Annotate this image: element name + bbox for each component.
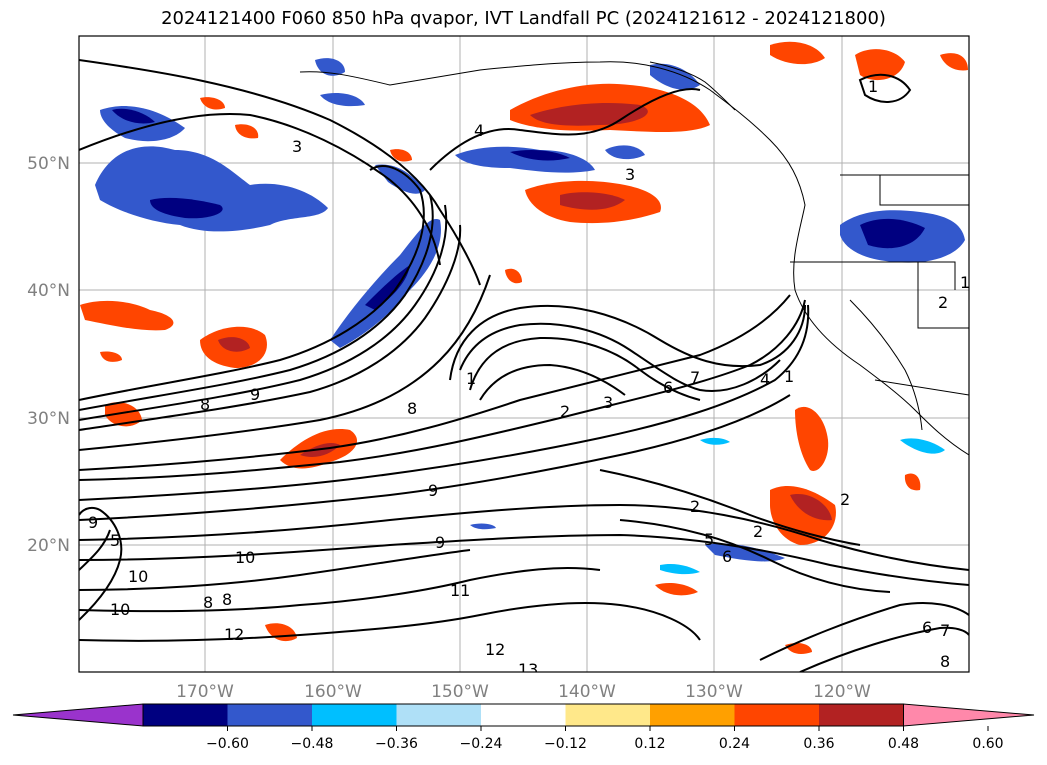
blob-central-band [330, 219, 441, 348]
contour-label: 7 [690, 368, 700, 387]
contour-labels: 3 4 3 1 8 9 8 1 2 3 6 7 4 1 9 9 2 2 5 6 … [88, 77, 970, 679]
lon-label-170w: 170°W [176, 682, 234, 702]
colorbar-extend-low [12, 703, 144, 727]
plot-frame [78, 35, 970, 673]
lat-label-20n: 20°N [27, 536, 70, 556]
colorbar-outline [142, 703, 904, 727]
colorbar-segment [143, 704, 228, 726]
contour-label: 13 [518, 660, 538, 679]
contour-label: 8 [200, 395, 210, 414]
contour-label: 4 [760, 370, 770, 389]
contour-label: 6 [663, 378, 673, 397]
contour-label: 3 [292, 137, 302, 156]
colorbar-tick-label: 0.60 [972, 736, 1003, 752]
lon-label-160w: 160°W [304, 682, 362, 702]
colorbar-segment [396, 704, 481, 726]
contour-label: 10 [128, 567, 148, 586]
contour-label: 9 [250, 385, 260, 404]
colorbar-segment [312, 704, 397, 726]
colorbar-extend-high [903, 703, 1035, 727]
colorbar-segment [565, 704, 650, 726]
contour-label: 1 [868, 77, 878, 96]
colorbar-tick-label: −0.60 [206, 736, 249, 752]
contour-label: 3 [603, 393, 613, 412]
contour-label: 2 [938, 293, 948, 312]
contour-label: 5 [110, 531, 120, 550]
contour-label: 8 [407, 399, 417, 418]
lat-label-30n: 30°N [27, 409, 70, 429]
contour-label: 6 [922, 618, 932, 637]
colorbar-tick-label: 0.36 [803, 736, 834, 752]
lon-label-130w: 130°W [685, 682, 743, 702]
colorbar-tick-label: −0.48 [291, 736, 334, 752]
contour-label: 3 [625, 165, 635, 184]
colorbar-segment [650, 704, 735, 726]
contour-label: 11 [450, 581, 470, 600]
contour-label: 8 [203, 593, 213, 612]
contour-label: 1 [784, 367, 794, 386]
latitude-labels: 50°N 40°N 30°N 20°N [27, 154, 70, 556]
contour-label: 1 [466, 369, 476, 388]
lon-label-150w: 150°W [431, 682, 489, 702]
contour-label: 9 [428, 481, 438, 500]
colorbar-tick-label: −0.36 [375, 736, 418, 752]
colorbar-segment [734, 704, 819, 726]
contour-label: 9 [435, 533, 445, 552]
lat-label-50n: 50°N [27, 154, 70, 174]
lon-label-120w: 120°W [813, 682, 871, 702]
longitude-labels: 170°W 160°W 150°W 140°W 130°W 120°W [176, 682, 871, 702]
contour-label: 2 [690, 497, 700, 516]
coastlines [299, 61, 969, 456]
colorbar-tick-label: 0.48 [888, 736, 919, 752]
contour-label: 6 [722, 547, 732, 566]
contour-label: 2 [840, 490, 850, 509]
contour-label: 8 [222, 590, 232, 609]
contour-label: 12 [485, 640, 505, 659]
lat-label-40n: 40°N [27, 281, 70, 301]
contour-label: 9 [88, 513, 98, 532]
contour-label: 2 [753, 522, 763, 541]
colorbar-tick-label: 0.24 [719, 736, 750, 752]
contour-label: 10 [110, 600, 130, 619]
colorbar-tick-label: 0.12 [634, 736, 665, 752]
contour-label: 10 [235, 548, 255, 567]
lon-label-140w: 140°W [558, 682, 616, 702]
colorbar-segment [819, 704, 904, 726]
ivt-contours [79, 59, 969, 672]
contour-label: 7 [940, 621, 950, 640]
colorbar-segment [481, 704, 566, 726]
contour-label: 8 [940, 652, 950, 671]
negative-anomaly-fields [95, 58, 965, 575]
map-title: 2024121400 F060 850 hPa qvapor, IVT Land… [161, 8, 886, 29]
contour-label: 5 [704, 530, 714, 549]
contour-label: 12 [224, 625, 244, 644]
contour-label: 2 [560, 402, 570, 421]
colorbar-tick-label: −0.12 [544, 736, 587, 752]
colorbar-segment [227, 704, 312, 726]
colorbar: −0.60 −0.48 −0.36 −0.24 −0.12 0.12 0.24 0.36 0.4… [12, 703, 1035, 752]
colorbar-tick-label: −0.24 [460, 736, 503, 752]
contour-label: 4 [474, 121, 484, 140]
contour-label: 1 [960, 273, 970, 292]
blob-nw-pacific [95, 146, 328, 232]
